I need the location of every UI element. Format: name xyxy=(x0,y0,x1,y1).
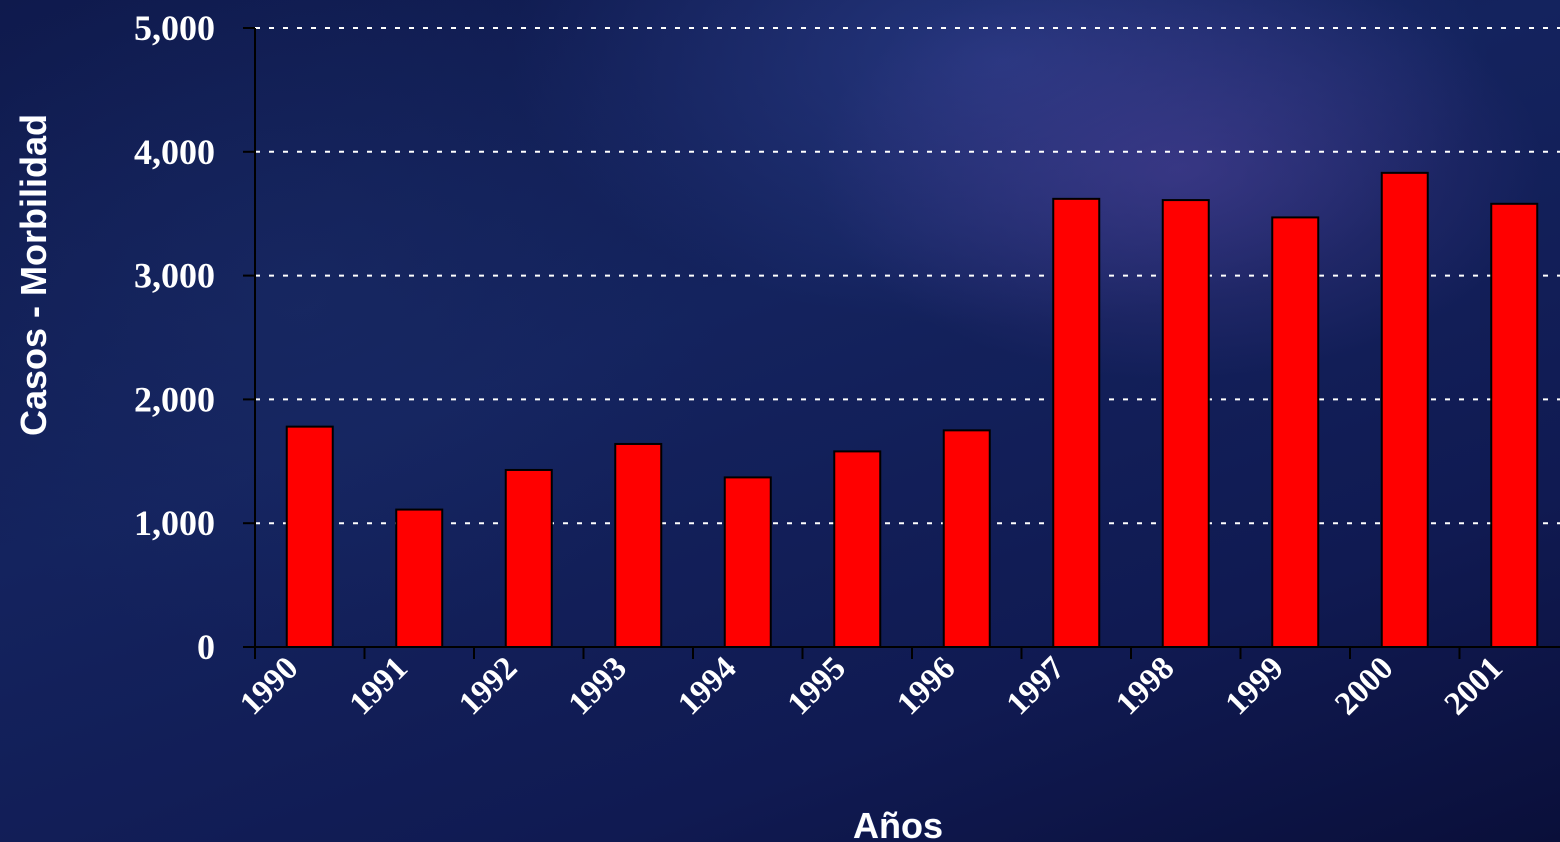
x-tick-label: 2001 xyxy=(1438,650,1510,722)
bar-1991 xyxy=(395,508,444,648)
y-tick-label: 2,000 xyxy=(134,379,215,419)
y-tick-label: 4,000 xyxy=(134,132,215,172)
x-tick-label: 1994 xyxy=(671,650,743,722)
bar-1996 xyxy=(942,429,991,648)
y-tick-label: 3,000 xyxy=(134,256,215,296)
x-axis-title: Años xyxy=(853,805,943,842)
x-tick-label: 1992 xyxy=(452,650,524,722)
x-tick-label: 1997 xyxy=(1000,650,1072,722)
y-axis-title: Casos - Morbilidad xyxy=(13,114,54,436)
bar-1993 xyxy=(614,442,663,648)
x-tick-label: 1995 xyxy=(781,650,853,722)
y-tick-labels: 0 1,000 2,000 3,000 4,000 5,000 xyxy=(134,8,215,667)
x-tick-label: 1991 xyxy=(343,650,415,722)
bars xyxy=(285,171,1539,649)
bar-1992 xyxy=(504,468,553,648)
x-tick-label: 1998 xyxy=(1109,650,1181,722)
gridlines xyxy=(255,27,1560,525)
bar-2001 xyxy=(1490,202,1539,649)
x-tick-label: 1999 xyxy=(1219,650,1291,722)
y-tick-label: 5,000 xyxy=(134,8,215,48)
x-tick-labels: 1990 1991 1992 1993 1994 1995 1996 1997 1998 1999… xyxy=(233,650,1510,722)
bar-1997 xyxy=(1052,197,1101,648)
bar-1999 xyxy=(1271,216,1320,648)
axes xyxy=(243,27,1560,659)
x-tick-label: 1993 xyxy=(562,650,634,722)
y-tick-label: 1,000 xyxy=(134,503,215,543)
bar-1998 xyxy=(1161,199,1210,648)
y-tick-label: 0 xyxy=(197,627,215,667)
x-tick-label: 1990 xyxy=(233,650,305,722)
x-tick-label: 1996 xyxy=(890,650,962,722)
x-tick-label: 2000 xyxy=(1328,650,1400,722)
bar-1995 xyxy=(833,450,882,648)
bar-1990 xyxy=(285,425,334,648)
bar-1994 xyxy=(723,476,772,649)
bar-2000 xyxy=(1380,171,1429,648)
